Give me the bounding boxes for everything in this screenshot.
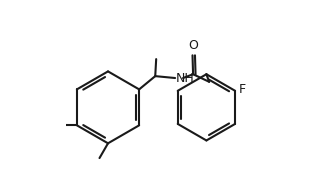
Text: F: F [239, 83, 246, 96]
Text: NH: NH [176, 72, 195, 84]
Text: O: O [189, 39, 199, 52]
